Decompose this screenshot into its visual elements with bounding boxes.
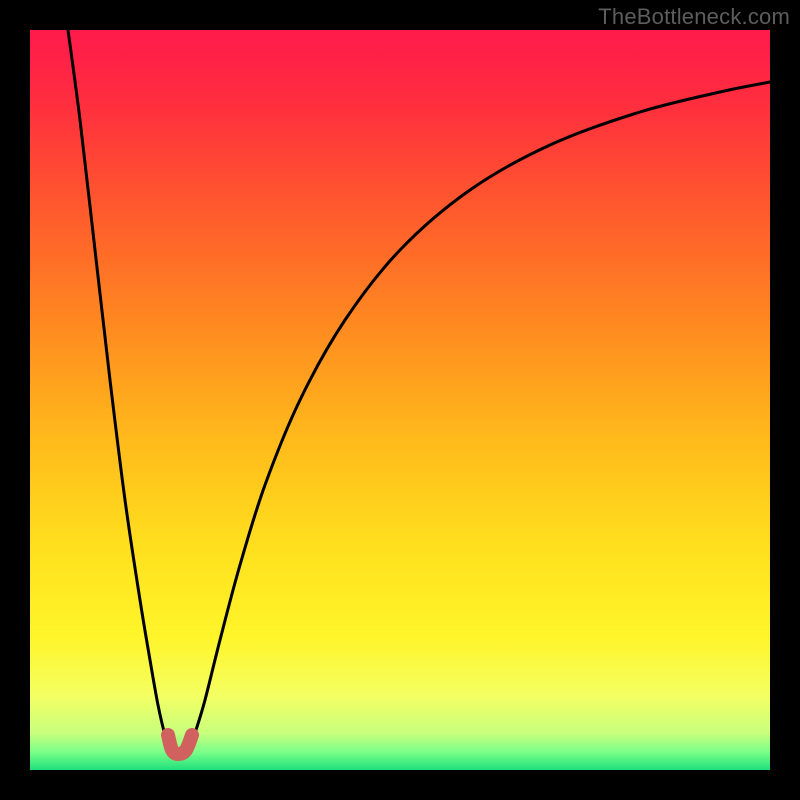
watermark-text: TheBottleneck.com — [598, 4, 790, 30]
bottleneck-chart — [0, 0, 800, 800]
chart-container: TheBottleneck.com — [0, 0, 800, 800]
plot-background — [30, 30, 770, 770]
